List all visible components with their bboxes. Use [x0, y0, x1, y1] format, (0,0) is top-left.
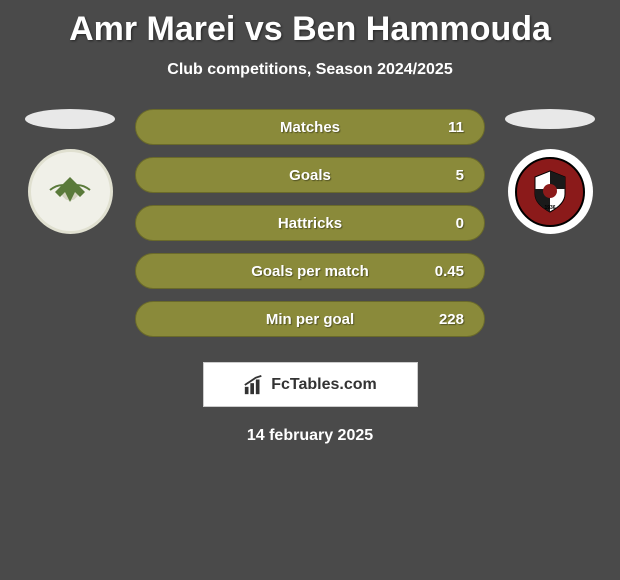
shield-logo-icon: 1936	[515, 157, 585, 227]
stat-value: 228	[439, 311, 464, 328]
branding-text: FcTables.com	[271, 376, 377, 394]
stat-label: Hattricks	[278, 215, 342, 232]
stat-bar-goals-per-match: Goals per match 0.45	[135, 253, 485, 289]
page-title: Amr Marei vs Ben Hammouda	[0, 10, 620, 49]
team-logo-right: 1936	[508, 149, 593, 234]
stat-value: 0	[456, 215, 464, 232]
player-placeholder-left	[25, 109, 115, 129]
stats-column: Matches 11 Goals 5 Hattricks 0 Goals per…	[135, 109, 485, 337]
stat-label: Goals	[289, 167, 331, 184]
team-logo-left	[28, 149, 113, 234]
team-right-side: 1936	[500, 109, 600, 234]
branding-box[interactable]: FcTables.com	[203, 362, 418, 407]
stat-bar-hattricks: Hattricks 0	[135, 205, 485, 241]
stat-bar-matches: Matches 11	[135, 109, 485, 145]
stat-label: Min per goal	[266, 311, 354, 328]
svg-text:1936: 1936	[544, 205, 555, 211]
stat-bar-goals: Goals 5	[135, 157, 485, 193]
chart-icon	[243, 374, 265, 396]
eagle-logo-icon	[40, 162, 100, 222]
stat-label: Matches	[280, 119, 340, 136]
stat-value: 5	[456, 167, 464, 184]
player-placeholder-right	[505, 109, 595, 129]
main-content: Matches 11 Goals 5 Hattricks 0 Goals per…	[0, 109, 620, 337]
date-text: 14 february 2025	[0, 427, 620, 445]
stat-bar-min-per-goal: Min per goal 228	[135, 301, 485, 337]
infographic-container: Amr Marei vs Ben Hammouda Club competiti…	[0, 0, 620, 580]
team-left-side	[20, 109, 120, 234]
stat-value: 11	[448, 119, 464, 136]
stat-value: 0.45	[435, 263, 464, 280]
stat-label: Goals per match	[251, 263, 369, 280]
subtitle: Club competitions, Season 2024/2025	[0, 61, 620, 79]
